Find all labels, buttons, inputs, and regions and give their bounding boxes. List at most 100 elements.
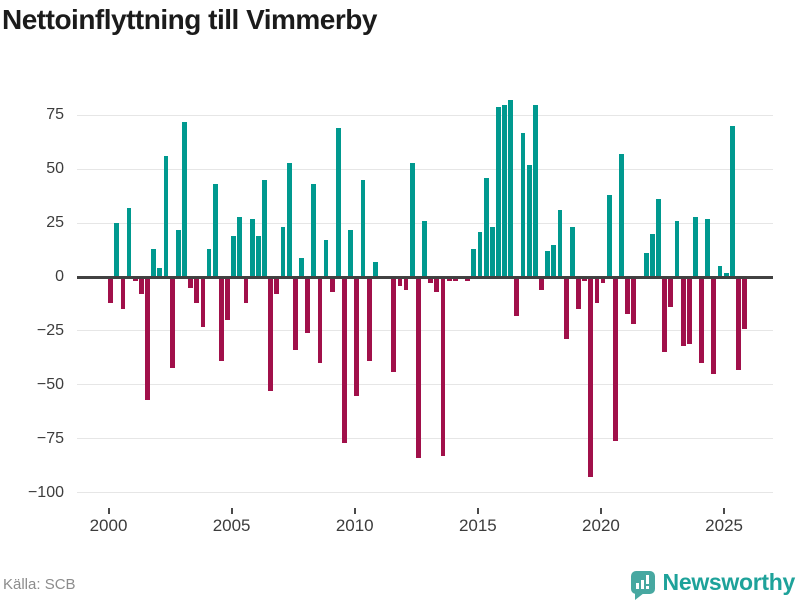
bar — [532, 104, 538, 277]
gridline — [77, 330, 773, 332]
bar — [446, 277, 452, 282]
gridline — [77, 438, 773, 440]
x-tick — [599, 508, 602, 514]
bar — [255, 236, 261, 277]
bar — [594, 277, 600, 303]
bar — [656, 199, 661, 277]
bar — [717, 266, 723, 277]
bar — [280, 227, 286, 277]
bar — [299, 257, 304, 277]
bar — [736, 277, 741, 370]
bar — [157, 268, 163, 277]
bar — [526, 164, 532, 277]
bar — [219, 277, 224, 362]
bar — [182, 121, 187, 277]
x-tick-label: 2000 — [89, 516, 128, 535]
bar — [329, 277, 335, 293]
bar — [612, 277, 618, 441]
bar — [231, 236, 237, 277]
x-tick — [230, 508, 233, 514]
bar — [391, 277, 397, 372]
bar — [397, 277, 403, 286]
speech-bubble-tail — [634, 592, 644, 600]
bar — [588, 277, 594, 478]
zero-line — [77, 275, 773, 279]
y-tick-label: 0 — [55, 268, 64, 285]
bar — [729, 126, 735, 277]
bar — [569, 227, 575, 277]
y-tick-label: −50 — [36, 375, 64, 393]
bar — [348, 229, 354, 277]
bar — [699, 277, 704, 364]
bar — [576, 277, 581, 310]
x-tick — [723, 508, 726, 514]
bar — [138, 277, 144, 295]
bar — [680, 277, 686, 346]
bar — [403, 277, 409, 290]
bar — [428, 277, 434, 284]
x-tick-label: 2020 — [582, 516, 620, 535]
y-tick-label: −100 — [27, 483, 64, 501]
bar — [674, 220, 680, 277]
bar — [557, 210, 563, 277]
bar — [274, 277, 280, 295]
y-axis-labels: 75 50 25 0 −25 −50 −75 −100 — [0, 0, 64, 600]
y-tick-label: 50 — [46, 160, 64, 178]
bar — [649, 233, 655, 277]
bar — [502, 104, 507, 277]
bar — [360, 180, 366, 277]
bar — [200, 277, 206, 327]
bar — [145, 277, 150, 400]
bar — [582, 277, 587, 282]
x-tick-label: 2005 — [212, 516, 251, 535]
newsworthy-icon — [630, 570, 655, 600]
bar — [194, 277, 200, 303]
x-tick — [476, 508, 479, 514]
bar — [108, 277, 113, 303]
bar-chart-icon — [635, 582, 639, 589]
newsworthy-logo[interactable]: Newsworthy — [630, 566, 795, 600]
x-axis-labels: 2000 2005 2010 2015 2020 2025 — [77, 505, 773, 549]
bar — [126, 208, 132, 277]
bar — [693, 216, 698, 277]
y-tick-label: −75 — [36, 429, 64, 447]
bar — [563, 277, 569, 340]
bar — [305, 277, 310, 334]
bar — [520, 132, 526, 277]
bar — [606, 195, 612, 277]
bar — [705, 218, 711, 277]
bar — [212, 184, 218, 277]
bar — [625, 277, 631, 314]
bar — [631, 277, 637, 325]
bar — [551, 244, 557, 277]
y-tick-label: −25 — [36, 321, 64, 339]
bar — [434, 277, 440, 293]
bar — [686, 277, 692, 344]
bar — [668, 277, 674, 308]
bar — [151, 248, 157, 277]
bar — [600, 277, 606, 284]
bar — [163, 156, 169, 277]
x-tick-label: 2015 — [458, 516, 497, 535]
bar — [132, 277, 138, 282]
bar — [286, 162, 292, 277]
bar — [508, 100, 514, 277]
page-title: Nettoinflyttning till Vimmerby — [2, 4, 377, 35]
bar — [292, 277, 298, 351]
y-tick-label: 75 — [46, 106, 64, 124]
bar — [539, 277, 544, 290]
x-tick-label: 2010 — [335, 516, 374, 535]
bar — [496, 106, 501, 277]
bar — [335, 128, 341, 277]
bar — [440, 277, 446, 456]
bar — [169, 277, 175, 368]
bar — [742, 277, 748, 329]
bar — [471, 248, 477, 277]
bar — [114, 223, 120, 277]
gridline — [77, 492, 773, 493]
bar — [311, 184, 317, 277]
bar — [188, 277, 194, 288]
bar — [489, 227, 495, 277]
bar — [175, 229, 181, 277]
bar — [120, 277, 126, 310]
